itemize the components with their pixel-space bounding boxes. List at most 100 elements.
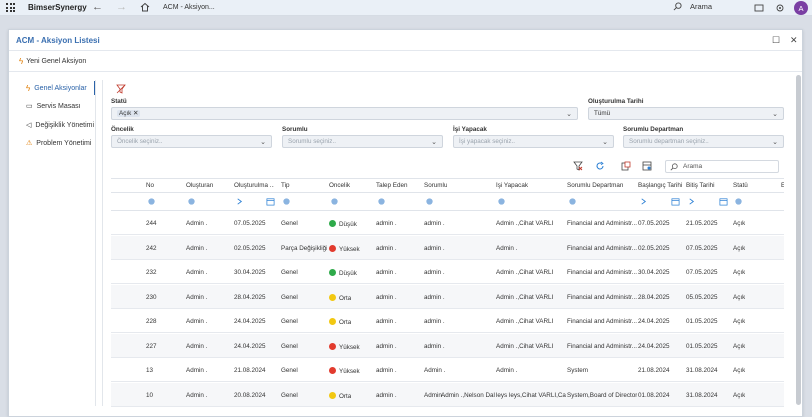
cell-created: 28.04.2025 (234, 293, 266, 301)
cell-type: Parça Değişikliği (281, 244, 327, 252)
calendar-icon[interactable] (266, 197, 275, 206)
col-header-created[interactable]: Oluşturulma ... (234, 182, 274, 189)
table-row[interactable]: 230 Admin . 28.04.2025 Genel Orta admin . admi… (111, 284, 784, 309)
dept-select[interactable]: Sorumlu departman seçiniz.. ⌄ (623, 135, 784, 148)
calendar-icon[interactable] (671, 197, 680, 206)
status-chip-label: Açık (119, 110, 132, 117)
col-header-type[interactable]: Tip (281, 182, 290, 189)
column-filter-icon[interactable] (330, 197, 339, 206)
avatar[interactable]: A (794, 1, 808, 15)
cell-doer: leys leys,Cihat VARLI,Ca... (496, 391, 566, 399)
cell-creator: Admin . (186, 391, 208, 399)
desk-icon: ▭ (26, 103, 33, 110)
table-row[interactable]: 228 Admin . 24.04.2025 Genel Orta admin . admi… (111, 309, 784, 333)
priority-dot-icon (329, 220, 336, 227)
cell-type: Genel (281, 391, 298, 399)
cell-status: Açık (733, 342, 746, 350)
export-icon[interactable] (621, 161, 631, 171)
forward-arrow-icon[interactable]: → (116, 1, 127, 13)
cell-no: 13 (146, 367, 154, 374)
sidebar-divider (95, 80, 96, 406)
doer-label: İşi Yapacak (453, 126, 487, 133)
cell-status: Açık (733, 367, 746, 374)
cell-creator: Admin . (186, 293, 208, 301)
column-filter-icon[interactable] (425, 197, 434, 206)
app-launcher-icon[interactable] (6, 3, 15, 12)
cell-dept: Financial and Administr... (567, 293, 637, 301)
megaphone-icon: ◁ (26, 122, 32, 129)
grid-search-input[interactable]: Arama (665, 160, 779, 173)
col-header-priority[interactable]: Öncelik (329, 182, 350, 189)
col-header-extra[interactable]: E (781, 182, 784, 189)
table-row[interactable]: 242 Admin . 02.05.2025 Parça Değişikliği Yük… (111, 235, 784, 260)
column-filter-icon[interactable] (282, 197, 291, 206)
cell-requester: admin . (376, 293, 397, 301)
status-select[interactable]: Açık ✕ ⌄ (111, 107, 578, 120)
column-filter-icon[interactable] (568, 197, 577, 206)
col-header-dept[interactable]: Sorumlu Departman (567, 182, 624, 189)
responsible-select[interactable]: Sorumlu seçiniz.. ⌄ (282, 135, 443, 148)
table-row[interactable]: 244 Admin . 07.05.2025 Genel Düşük admin . adm… (111, 211, 784, 235)
column-filter-icon[interactable] (734, 197, 743, 206)
priority-select[interactable]: Öncelik seçiniz.. ⌄ (111, 135, 272, 148)
global-search[interactable]: Arama (673, 2, 712, 11)
chevron-right-icon[interactable] (235, 197, 244, 206)
col-header-creator[interactable]: Oluşturan (186, 182, 214, 189)
gear-icon[interactable] (775, 3, 785, 13)
column-filter-icon[interactable] (377, 197, 386, 206)
cell-doer: Admin .,Nelson Dale,Isa... (441, 391, 495, 399)
lightning-icon: ϟ (26, 84, 31, 93)
created-date-select[interactable]: Tümü ⌄ (588, 107, 784, 120)
column-filter-icon[interactable] (187, 197, 196, 206)
doer-select[interactable]: İşi yapacak seçiniz.. ⌄ (453, 135, 614, 148)
cell-start: 30.04.2025 (638, 269, 670, 276)
sidebar-item-general-actions[interactable]: ϟ Genel Aksiyonlar (26, 84, 87, 93)
filter-off-icon[interactable] (116, 84, 126, 94)
chevron-down-icon: ⌄ (260, 139, 266, 146)
col-header-doer[interactable]: İşi Yapacak (496, 182, 528, 189)
refresh-icon[interactable] (595, 161, 605, 171)
home-icon[interactable] (140, 2, 150, 12)
column-filter-icon[interactable] (147, 197, 156, 206)
breadcrumb[interactable]: ACM - Aksiyon... (163, 4, 215, 11)
table-row[interactable]: 13 Admin . 21.08.2024 Genel Yüksek admin . Adm… (111, 358, 784, 382)
sidebar-item-problem-management[interactable]: ⚠ Problem Yönetimi (26, 139, 91, 148)
col-header-status[interactable]: Statü (733, 182, 748, 189)
cell-responsible: admin . (424, 342, 445, 350)
table-row[interactable]: 232 Admin . 30.04.2025 Genel Düşük admin . adm… (111, 260, 784, 284)
chevron-right-icon[interactable] (687, 197, 696, 206)
column-chooser-icon[interactable] (642, 161, 652, 171)
calendar-icon[interactable] (719, 197, 728, 206)
col-header-requester[interactable]: Talep Eden (376, 182, 408, 189)
col-header-no[interactable]: No (146, 182, 155, 189)
message-icon[interactable] (754, 3, 764, 13)
sidebar-item-label: Değişiklik Yönetimi (35, 121, 95, 129)
back-arrow-icon[interactable]: ← (92, 1, 103, 13)
column-filter-icon[interactable] (497, 197, 506, 206)
cell-requester: admin . (376, 391, 397, 399)
col-header-start[interactable]: Başlangıç Tarihi (638, 182, 683, 189)
cell-dept: Financial and Administr... (567, 269, 637, 276)
close-icon[interactable]: ✕ (790, 35, 798, 45)
dept-placeholder: Sorumlu departman seçiniz.. (629, 138, 709, 145)
chevron-right-icon[interactable] (639, 197, 648, 206)
cell-no: 230 (146, 293, 157, 301)
vertical-scrollbar[interactable] (796, 75, 801, 405)
new-action-button[interactable]: ϟ Yeni Genel Aksiyon (19, 57, 86, 66)
sidebar-item-label: Genel Aksiyonlar (34, 85, 87, 92)
cell-creator: Admin . (186, 244, 208, 252)
col-header-responsible[interactable]: Sorumlu (424, 182, 448, 189)
col-header-end[interactable]: Bitiş Tarihi (686, 182, 715, 189)
sidebar-item-change-management[interactable]: ◁ Değişiklik Yönetimi (26, 121, 95, 130)
table-row[interactable]: 10 Admin . 20.08.2024 Genel Orta admin . Admin… (111, 382, 784, 407)
cell-responsible: Admin . (424, 367, 446, 374)
status-chip[interactable]: Açık ✕ (117, 110, 141, 117)
maximize-icon[interactable]: ☐ (772, 35, 781, 45)
cell-priority: Düşük (329, 269, 357, 277)
cell-dept: Financial and Administr... (567, 318, 637, 325)
doer-placeholder: İşi yapacak seçiniz.. (459, 138, 515, 145)
clear-filter-icon[interactable] (573, 161, 583, 171)
cell-no: 242 (146, 244, 157, 252)
sidebar-item-service-desk[interactable]: ▭ Servis Masası (26, 102, 81, 111)
table-row[interactable]: 227 Admin . 24.04.2025 Genel Yüksek admin . ad… (111, 333, 784, 358)
